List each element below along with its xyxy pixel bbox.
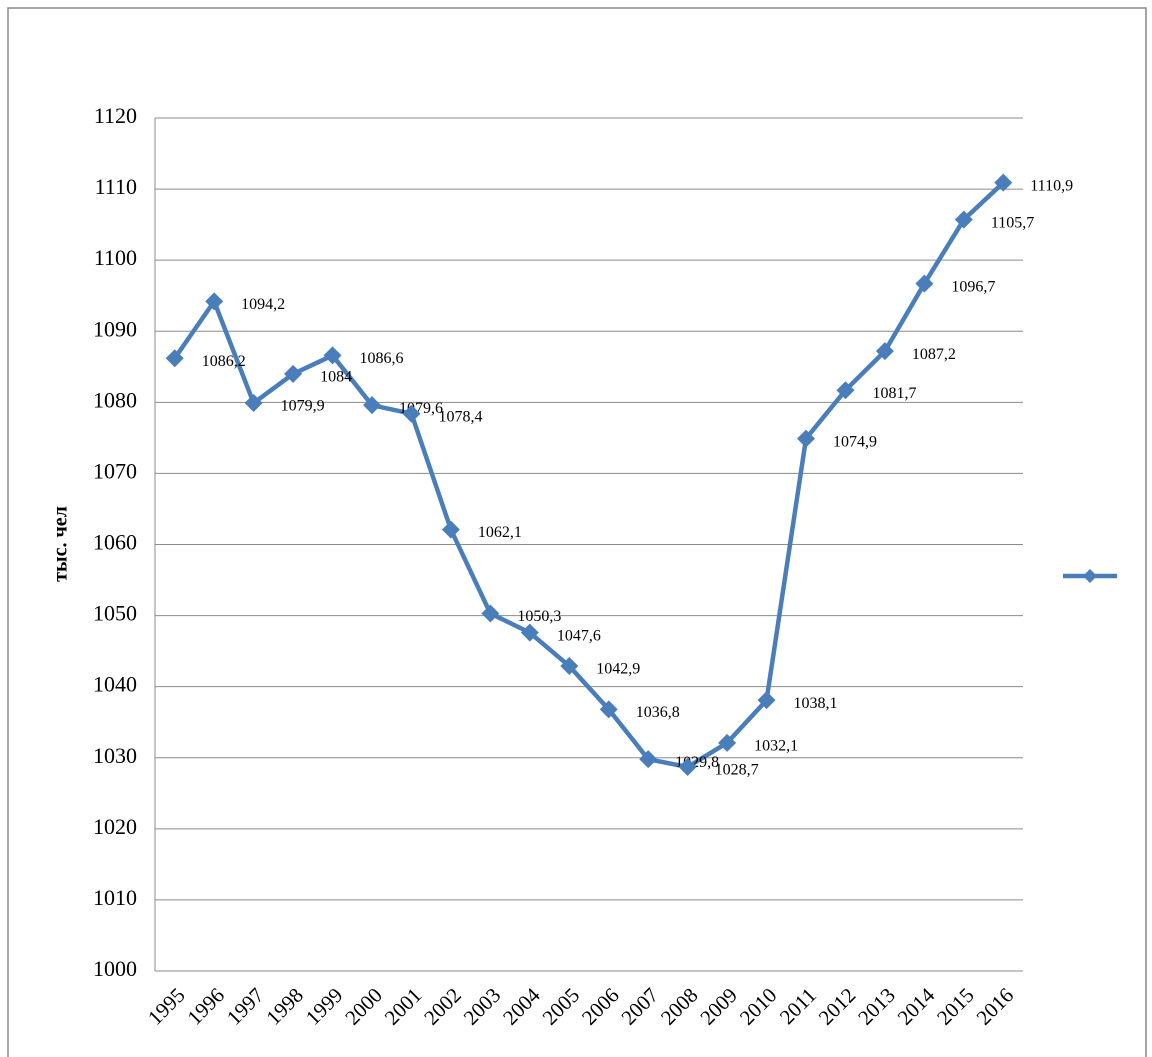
y-tick-label: 1110	[95, 174, 137, 199]
marker	[205, 292, 224, 311]
data-label: 1087,2	[912, 346, 956, 363]
data-label: 1062,1	[478, 524, 522, 541]
x-tick-label: 2011	[775, 983, 821, 1029]
x-tick-label: 1998	[261, 983, 308, 1030]
chart-border	[7, 7, 1147, 1057]
marker	[678, 757, 697, 776]
marker	[915, 274, 934, 293]
data-label: 1094,2	[241, 296, 285, 313]
x-tick-label: 2013	[853, 983, 900, 1030]
x-tick-label: 2007	[616, 983, 663, 1030]
x-tick-label: 2016	[972, 983, 1019, 1030]
series-line	[172, 181, 1005, 770]
marker	[244, 394, 263, 413]
marker	[757, 691, 776, 710]
x-tick-label: 2014	[893, 983, 940, 1030]
marker	[994, 173, 1013, 192]
data-label: 1042,9	[596, 661, 640, 678]
data-label: 1032,1	[754, 737, 798, 754]
marker	[165, 349, 184, 368]
data-label: 1036,8	[636, 704, 680, 721]
y-tick-label: 1030	[93, 743, 137, 768]
x-tick-label: 2015	[932, 983, 979, 1030]
x-tick-label: 2008	[656, 983, 703, 1030]
x-tick-label: 1996	[182, 983, 229, 1030]
data-label: 1038,1	[794, 695, 838, 712]
marker	[954, 210, 973, 229]
x-tick-label: 2010	[735, 983, 782, 1030]
x-tick-label: 1999	[301, 983, 348, 1030]
marker	[875, 342, 894, 361]
data-label: 1110,9	[1030, 177, 1073, 194]
data-label: 1086,2	[202, 353, 246, 370]
y-tick-label: 1100	[94, 245, 137, 270]
data-label: 1084	[320, 369, 352, 386]
y-tick-label: 1020	[93, 814, 137, 839]
y-tick-label: 1000	[93, 956, 137, 981]
marker	[520, 623, 539, 642]
marker	[639, 750, 658, 769]
y-tick-label: 1060	[93, 530, 137, 555]
data-label: 1028,7	[715, 762, 759, 779]
marker	[836, 381, 855, 400]
x-tick-label: 2000	[340, 983, 387, 1030]
data-label: 1074,9	[833, 433, 877, 450]
x-tick-label: 1995	[143, 983, 190, 1030]
x-tick-label: 1997	[222, 983, 269, 1030]
data-label: 1096,7	[951, 278, 995, 295]
data-label: 1047,6	[557, 627, 601, 644]
marker	[599, 700, 618, 719]
data-label: 1078,4	[438, 408, 482, 425]
y-tick-label: 1090	[93, 316, 137, 341]
y-tick-label: 1080	[93, 387, 137, 412]
x-tick-label: 2005	[538, 983, 585, 1030]
y-axis-label: тыс. чел	[50, 506, 72, 582]
y-tick-label: 1070	[93, 458, 137, 483]
legend-marker	[1083, 569, 1097, 583]
marker	[718, 733, 737, 752]
data-label: 1079,9	[281, 398, 325, 415]
marker	[284, 364, 303, 383]
data-label: 1081,7	[872, 385, 916, 402]
marker	[363, 396, 381, 415]
y-tick-label: 1010	[93, 885, 137, 910]
x-tick-label: 2009	[695, 983, 742, 1030]
x-tick-label: 2002	[419, 983, 466, 1030]
x-tick-label: 2004	[498, 983, 545, 1030]
marker	[560, 657, 579, 676]
marker	[797, 429, 815, 448]
x-tick-label: 2003	[459, 983, 506, 1030]
data-label: 1086,6	[360, 350, 404, 367]
marker	[323, 346, 342, 365]
y-tick-label: 1120	[94, 103, 137, 128]
x-tick-label: 2006	[577, 983, 624, 1030]
data-label: 1050,3	[517, 608, 561, 625]
y-tick-label: 1050	[93, 601, 137, 626]
marker	[441, 520, 460, 539]
marker	[402, 404, 421, 423]
x-tick-label: 2001	[380, 983, 427, 1030]
x-tick-label: 2012	[814, 983, 861, 1030]
data-label: 1105,7	[991, 214, 1034, 231]
marker	[481, 604, 500, 623]
y-tick-label: 1040	[93, 672, 137, 697]
